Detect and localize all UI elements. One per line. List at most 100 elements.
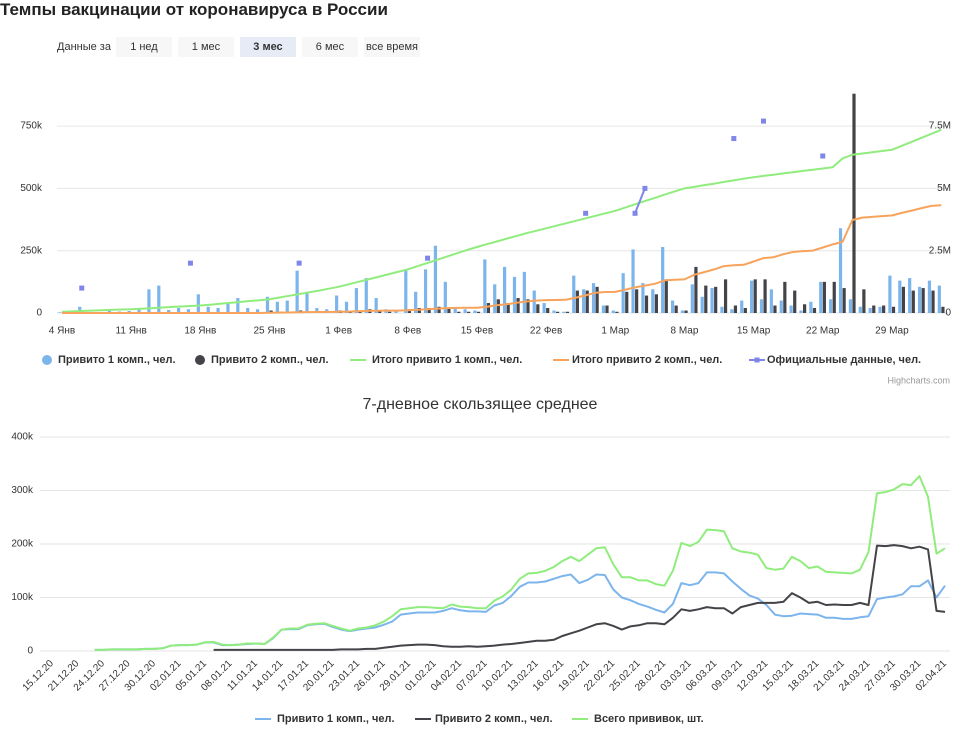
series-line xyxy=(94,571,946,651)
y-tick-label: 0 xyxy=(27,646,33,657)
bar xyxy=(467,311,471,313)
bar xyxy=(265,296,270,313)
bar xyxy=(730,309,734,313)
x-tick-label: 15 Фев xyxy=(461,326,493,337)
bar xyxy=(723,279,728,313)
bar xyxy=(641,283,645,313)
series-line xyxy=(61,128,942,313)
bar xyxy=(157,285,161,313)
legend-label: Привито 1 комп., чел. xyxy=(58,354,176,366)
bar xyxy=(476,311,481,313)
marker xyxy=(187,260,193,266)
range-button[interactable]: 3 мес xyxy=(239,37,296,57)
bar xyxy=(714,286,718,313)
bar xyxy=(891,306,896,313)
bar xyxy=(759,299,764,313)
bar xyxy=(585,290,589,313)
bar xyxy=(516,298,520,313)
bar xyxy=(506,303,510,313)
bar xyxy=(631,249,635,313)
bar xyxy=(901,286,905,313)
bar xyxy=(773,305,777,313)
bar xyxy=(872,305,876,313)
bar xyxy=(526,299,530,313)
x-tick-label: 1 Мар xyxy=(601,326,629,337)
bar xyxy=(147,289,151,313)
bar xyxy=(536,304,540,313)
bar xyxy=(315,308,319,313)
bar xyxy=(848,299,852,313)
bar xyxy=(344,301,349,313)
range-button[interactable]: 1 нед xyxy=(115,37,172,57)
bar xyxy=(595,286,599,313)
bar xyxy=(783,281,787,313)
bar xyxy=(473,310,477,313)
bar xyxy=(305,291,309,313)
bar xyxy=(838,228,843,313)
y2-tick-label: 5M xyxy=(937,183,951,194)
bar xyxy=(427,308,431,313)
bar xyxy=(575,290,579,313)
bar xyxy=(917,286,922,313)
credits: Highcharts.com xyxy=(887,375,950,385)
x-tick-label: 8 Фев xyxy=(394,326,421,337)
bar xyxy=(789,305,793,313)
bar xyxy=(822,281,826,313)
bar xyxy=(625,291,629,313)
y-tick-label: 250k xyxy=(20,245,43,256)
bar xyxy=(423,269,428,313)
bar xyxy=(582,289,586,313)
bar xyxy=(605,305,609,313)
bar xyxy=(107,310,111,313)
bar xyxy=(832,281,836,313)
bar xyxy=(700,296,704,313)
bar xyxy=(378,310,382,313)
bar xyxy=(354,288,358,313)
range-button[interactable]: 1 мес xyxy=(177,37,234,57)
bar xyxy=(799,310,803,313)
bar xyxy=(615,311,619,313)
bar xyxy=(674,305,678,313)
legend-label: Официальные данные, чел. xyxy=(767,354,921,366)
bar xyxy=(364,278,368,313)
range-button[interactable]: 6 мес xyxy=(301,37,358,57)
legend-label: Привито 1 комп., чел. xyxy=(277,713,395,725)
bar xyxy=(206,306,210,313)
bar xyxy=(58,312,62,313)
bar xyxy=(196,294,200,313)
bar xyxy=(819,281,823,313)
bar xyxy=(285,300,289,313)
bar xyxy=(812,308,817,313)
series-line xyxy=(94,475,946,651)
bar xyxy=(176,308,181,313)
bar xyxy=(908,278,912,313)
page-title: Темпы вакцинации от коронавируса в Росси… xyxy=(0,0,388,19)
y-tick-label: 300k xyxy=(11,485,34,496)
bar xyxy=(463,309,467,313)
bar xyxy=(483,259,487,313)
bar xyxy=(829,299,833,313)
legend-symbol xyxy=(42,355,52,365)
bar xyxy=(694,266,698,313)
bar xyxy=(496,299,500,313)
bar xyxy=(809,301,813,313)
bar xyxy=(256,309,260,313)
bar xyxy=(562,311,566,313)
legend-label: Всего прививок, шт. xyxy=(594,713,704,725)
bar xyxy=(661,246,665,313)
bar xyxy=(493,284,497,313)
x-tick-label: 15 Мар xyxy=(737,326,771,337)
bar xyxy=(779,300,783,313)
legend-marker xyxy=(754,357,760,363)
bar xyxy=(733,305,738,313)
y2-tick-label: 7.5M xyxy=(929,121,951,132)
bar xyxy=(911,290,915,313)
bar xyxy=(740,300,744,313)
range-button[interactable]: все время xyxy=(363,37,420,57)
bar xyxy=(858,306,862,313)
bar xyxy=(447,308,451,313)
bar xyxy=(753,279,757,313)
bar xyxy=(503,266,507,313)
